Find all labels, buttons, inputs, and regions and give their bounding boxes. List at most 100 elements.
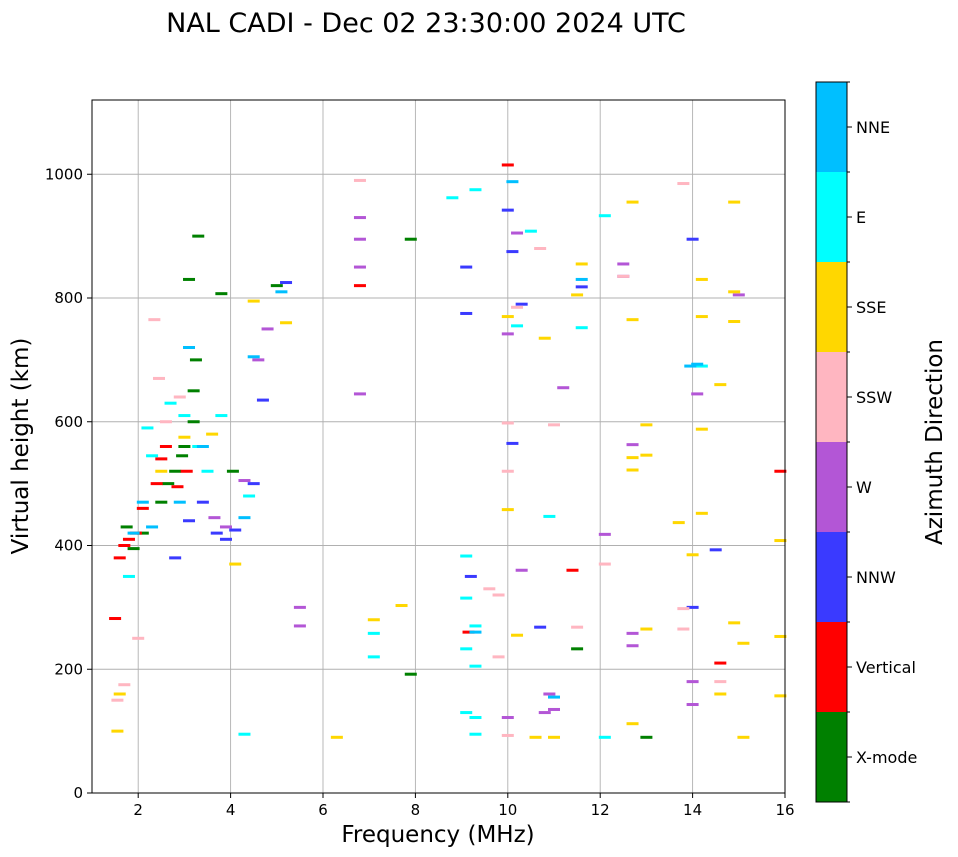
echo-point-ssw bbox=[353, 178, 366, 182]
echo-point-ssw bbox=[152, 376, 165, 380]
echo-point-e bbox=[469, 624, 482, 628]
echo-point-w bbox=[515, 568, 528, 572]
echo-point-vertical bbox=[566, 568, 579, 572]
echo-point-nnw bbox=[575, 285, 588, 289]
echo-point-w bbox=[686, 680, 699, 684]
echo-point-x-mode bbox=[187, 389, 200, 393]
echo-point-nne bbox=[173, 500, 186, 504]
echo-point-nnw bbox=[169, 556, 182, 560]
echo-point-e bbox=[695, 364, 708, 368]
x-tick-label: 6 bbox=[318, 801, 328, 819]
echo-point-nne bbox=[548, 695, 560, 699]
echo-point-nnw bbox=[210, 531, 223, 535]
echo-point-x-mode bbox=[162, 482, 175, 486]
echo-point-e bbox=[238, 732, 251, 736]
echo-point-vertical bbox=[171, 485, 184, 489]
echo-point-e bbox=[146, 454, 159, 458]
echo-point-sse bbox=[178, 435, 191, 439]
echo-point-sse bbox=[728, 621, 741, 625]
echo-point-sse bbox=[695, 427, 708, 431]
echo-point-e bbox=[446, 196, 459, 200]
echo-point-sse bbox=[626, 200, 639, 204]
echo-point-e bbox=[469, 716, 482, 720]
echo-point-w bbox=[501, 716, 514, 720]
echo-point-sse bbox=[774, 694, 787, 698]
echo-point-w bbox=[557, 386, 570, 390]
echo-point-x-mode bbox=[155, 500, 168, 504]
echo-point-vertical bbox=[122, 537, 135, 541]
echo-point-sse bbox=[640, 453, 653, 457]
colorbar-segment-vertical bbox=[816, 622, 847, 712]
colorbar-segment-ssw bbox=[816, 352, 847, 442]
echo-point-sse bbox=[247, 299, 260, 303]
echo-point-nnw bbox=[506, 250, 519, 254]
echo-point-w bbox=[208, 516, 221, 520]
echo-point-ssw bbox=[492, 655, 505, 659]
echo-point-sse bbox=[737, 641, 750, 645]
echo-point-x-mode bbox=[127, 547, 140, 551]
echo-point-w bbox=[543, 692, 556, 696]
plot-frame bbox=[91, 99, 786, 794]
echo-point-sse bbox=[686, 553, 699, 557]
echo-point-w bbox=[293, 605, 306, 609]
y-tick-label: 1000 bbox=[45, 165, 83, 183]
echo-point-sse bbox=[626, 468, 639, 472]
echo-point-e bbox=[178, 414, 191, 418]
echo-point-ssw bbox=[173, 395, 186, 399]
echo-point-sse bbox=[714, 692, 727, 696]
echo-point-ssw bbox=[598, 562, 611, 566]
colorbar-segment-e bbox=[816, 172, 847, 262]
echo-point-nnw bbox=[219, 537, 232, 541]
echo-point-sse bbox=[229, 562, 242, 566]
echo-points bbox=[109, 163, 787, 739]
y-axis-label: Virtual height (km) bbox=[8, 338, 34, 555]
y-tick-label: 200 bbox=[54, 660, 83, 678]
echo-point-e bbox=[141, 426, 154, 430]
echo-point-e bbox=[460, 554, 473, 558]
echo-point-w bbox=[626, 631, 639, 635]
echo-point-ssw bbox=[511, 305, 524, 309]
y-tick-label: 0 bbox=[73, 784, 83, 802]
echo-point-x-mode bbox=[136, 531, 149, 535]
x-tick-label: 4 bbox=[226, 801, 236, 819]
echo-point-sse bbox=[640, 423, 653, 427]
echo-point-w bbox=[219, 525, 232, 529]
colorbar-labels: X-mode Vertical NNW W SSW SSE E NNE bbox=[847, 81, 917, 803]
colorbar-tick-label: W bbox=[856, 478, 872, 497]
echo-point-nnw bbox=[506, 441, 519, 445]
echo-point-sse bbox=[113, 692, 126, 696]
echo-point-ssw bbox=[111, 698, 124, 702]
echo-point-x-mode bbox=[183, 277, 196, 281]
echo-point-w bbox=[617, 262, 630, 266]
echo-point-sse bbox=[672, 521, 685, 525]
echo-point-e bbox=[460, 596, 473, 600]
echo-point-w bbox=[686, 703, 699, 707]
echo-point-sse bbox=[501, 315, 514, 319]
echo-point-sse bbox=[774, 539, 787, 543]
echo-point-x-mode bbox=[571, 647, 584, 651]
echo-point-ssw bbox=[501, 469, 514, 473]
echo-point-e bbox=[460, 711, 473, 715]
colorbar-segment-x-mode bbox=[816, 712, 847, 802]
colorbar-tick-label: SSW bbox=[856, 388, 892, 407]
echo-point-e bbox=[524, 229, 537, 233]
echo-point-sse bbox=[695, 511, 708, 515]
echo-point-e bbox=[164, 401, 177, 405]
colorbar-segment-nnw bbox=[816, 532, 847, 622]
colorbar-tick-label: SSE bbox=[856, 298, 886, 317]
echo-point-w bbox=[691, 392, 704, 396]
colorbar-tick-label: NNW bbox=[856, 568, 896, 587]
x-tick-label: 16 bbox=[775, 801, 794, 819]
echo-point-x-mode bbox=[226, 469, 239, 473]
echo-point-nnw bbox=[280, 281, 293, 285]
echo-point-e bbox=[543, 514, 556, 518]
echo-point-w bbox=[511, 231, 524, 235]
echo-point-sse bbox=[571, 293, 584, 297]
colorbar-label: Azimuth Direction bbox=[922, 339, 948, 545]
echo-point-w bbox=[353, 237, 366, 241]
echo-point-nnw bbox=[256, 398, 269, 402]
echo-point-ssw bbox=[492, 593, 505, 597]
echo-point-nne bbox=[127, 531, 140, 535]
echo-point-sse bbox=[330, 735, 343, 739]
echo-point-e bbox=[201, 469, 214, 473]
